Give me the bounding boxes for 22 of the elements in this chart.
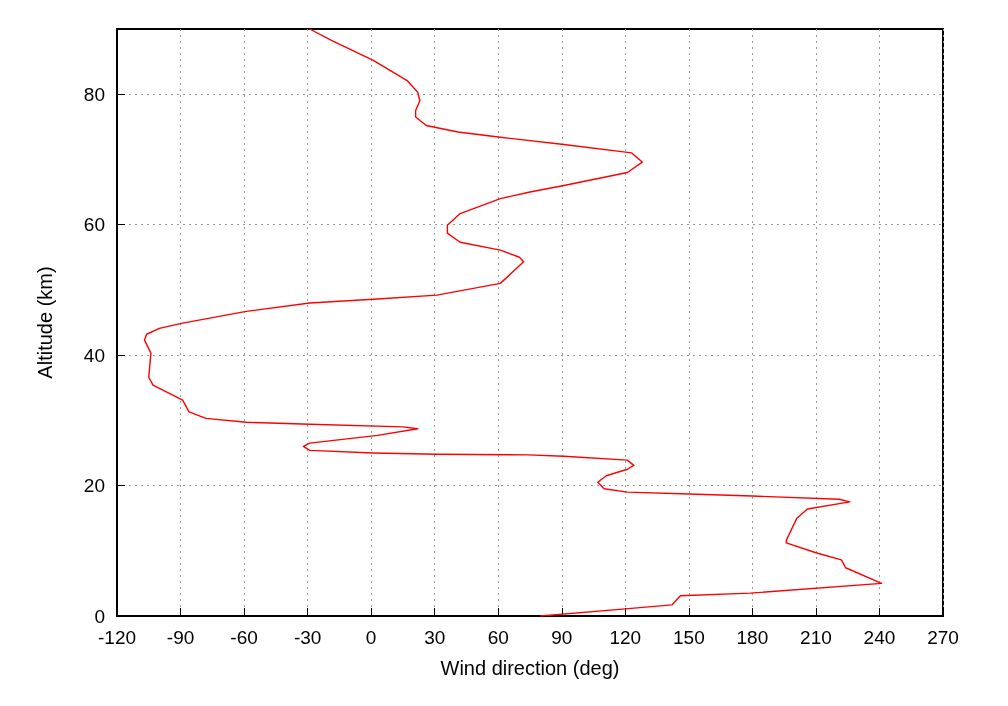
x-tick-label: 180 xyxy=(736,627,769,648)
x-tick-label: 120 xyxy=(609,627,642,648)
x-tick-label: -30 xyxy=(293,627,322,648)
y-tick-label: 80 xyxy=(83,83,105,105)
line-series xyxy=(143,28,883,617)
x-tick-label: -120 xyxy=(97,627,137,648)
x-tick-label: -90 xyxy=(166,627,195,648)
y-tick-label: 40 xyxy=(83,344,105,366)
x-tick-label: 60 xyxy=(487,627,509,648)
y-tick-label: 60 xyxy=(83,214,105,236)
x-tick-label: 0 xyxy=(365,627,377,648)
y-tick-label: 0 xyxy=(94,605,105,627)
x-tick-label: 270 xyxy=(927,627,959,648)
x-axis-title: Wind direction (deg) xyxy=(440,657,620,679)
x-tick-label: 210 xyxy=(800,627,832,648)
x-tick-label: 90 xyxy=(551,627,573,648)
x-tick-label: 240 xyxy=(863,627,896,648)
y-axis-title: Altitude (km) xyxy=(34,266,56,379)
y-tick-label: 20 xyxy=(83,475,105,497)
x-tick-label: -60 xyxy=(230,627,258,648)
x-tick-label: 30 xyxy=(424,627,446,648)
x-tick-label: 150 xyxy=(672,627,705,648)
